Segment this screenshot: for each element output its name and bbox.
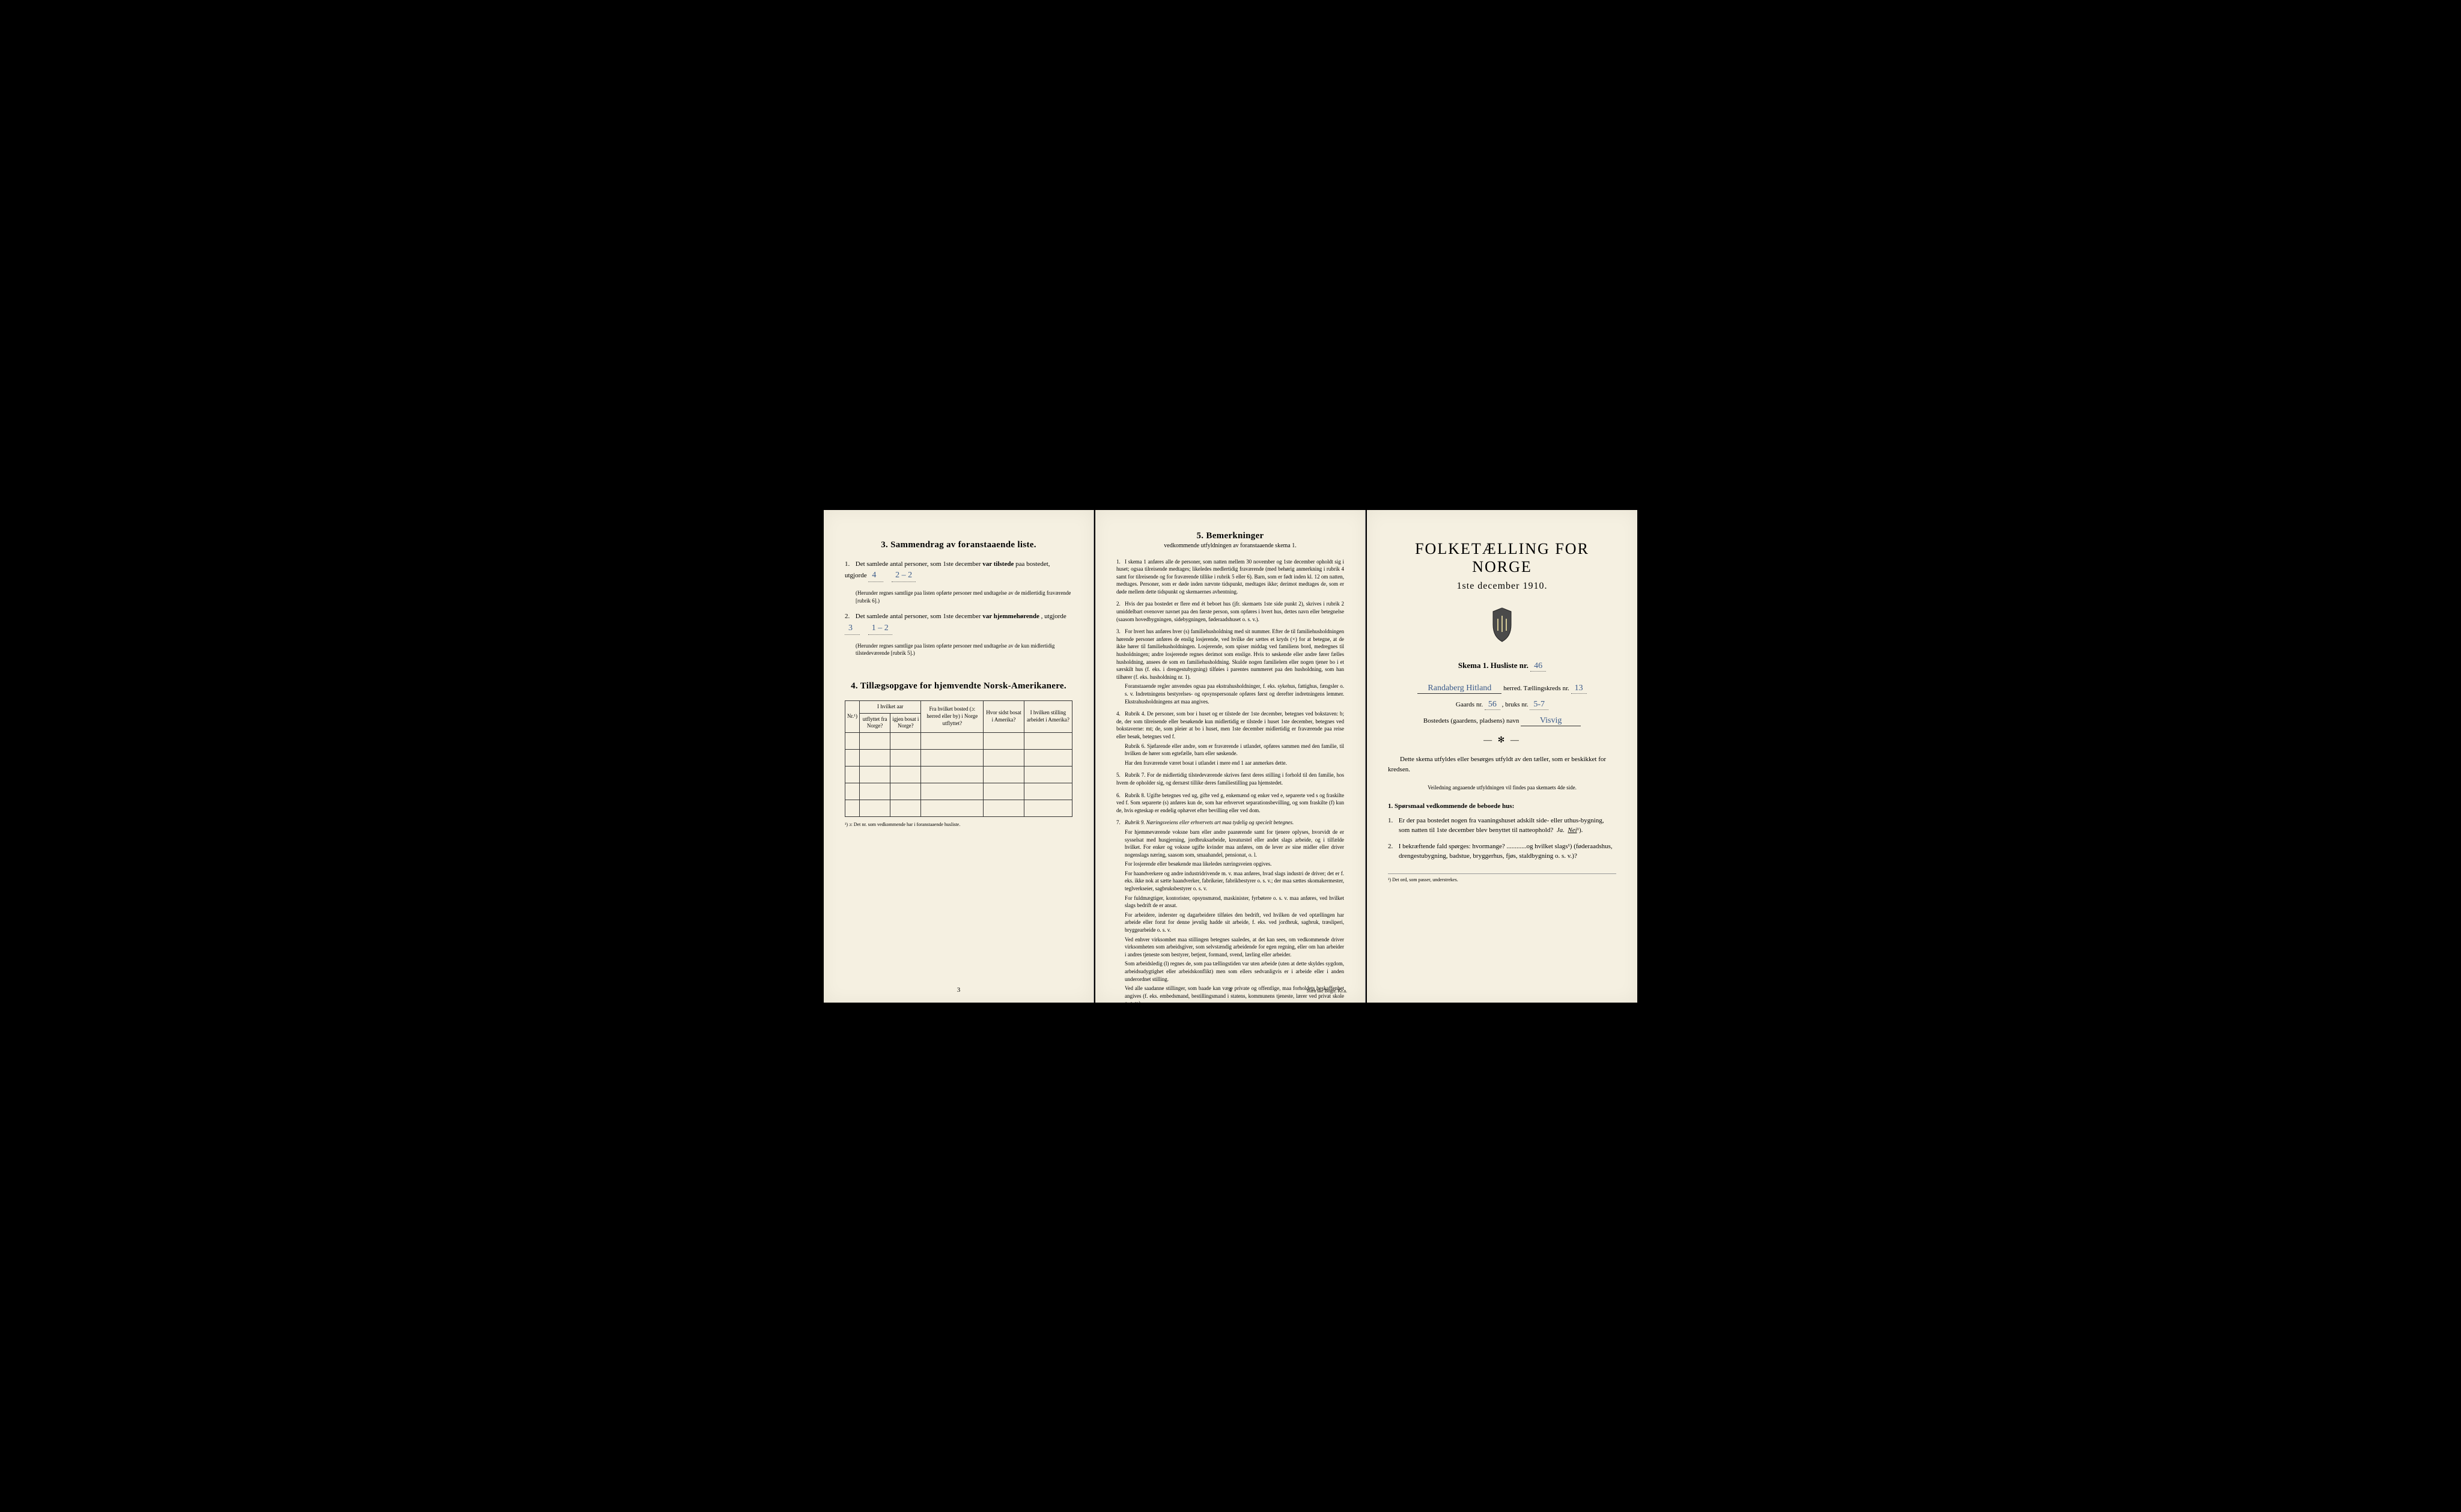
rule-2: 2.Hvis der paa bostedet er flere end ét …: [1116, 600, 1344, 623]
herred-line: Randaberg Hitland herred. Tællingskreds …: [1388, 684, 1616, 694]
col-nr: Nr.¹): [845, 700, 860, 732]
value-tilstede: 4: [868, 569, 883, 582]
bruks-nr: 5-7: [1530, 700, 1548, 710]
page-number: 3: [957, 986, 961, 994]
herred-value: Randaberg Hitland: [1417, 684, 1501, 694]
item-2-note: (Herunder regnes samtlige paa listen opf…: [856, 642, 1072, 657]
rule-8: 8.Rubrik 14. Sinker og lignende aandsslø…: [1116, 1046, 1344, 1063]
table-row: [845, 766, 1072, 783]
kreds-nr: 13: [1571, 684, 1587, 694]
rule-5: 5.Rubrik 7. For de midlertidig tilstedev…: [1116, 771, 1344, 786]
value-hjemme-2: 1 – 2: [868, 622, 892, 635]
husliste-nr: 46: [1530, 661, 1546, 672]
col-igjen: igjen bosat i Norge?: [890, 713, 921, 732]
gaards-line: Gaards nr. 56 , bruks nr. 5-7: [1388, 700, 1616, 710]
crest-icon: [1487, 607, 1517, 643]
value-hjemme: 3: [845, 622, 860, 635]
page-number: 4: [1229, 986, 1232, 994]
rule-3: 3.For hvert hus anføres hver (s) familie…: [1116, 628, 1344, 705]
rule-7: 7.Rubrik 9. Næringsveiens eller erhverve…: [1116, 819, 1344, 1041]
page-1-title: FOLKETÆLLING FOR NORGE 1ste december 191…: [1367, 510, 1637, 1003]
printer-mark: Stæn'ske Bogtr. Kr.a.: [1307, 988, 1347, 994]
summary-item-1: 1. Det samlede antal personer, som 1ste …: [845, 559, 1072, 583]
ornament: ― ✻ ―: [1388, 735, 1616, 745]
table-row: [845, 749, 1072, 766]
table-row: [845, 783, 1072, 800]
bosted-value: Visvig: [1521, 716, 1581, 726]
table-footnote: ¹) ɔ: Det nr. som vedkommende har i fora…: [845, 822, 1072, 827]
table-row: [845, 800, 1072, 816]
census-title: FOLKETÆLLING FOR NORGE: [1388, 540, 1616, 576]
question-2: 2. I bekræftende fald spørges: hvormange…: [1399, 842, 1616, 861]
questions-heading: 1. Spørsmaal vedkommende de beboede hus:: [1388, 803, 1616, 810]
col-utflyttet: utflyttet fra Norge?: [859, 713, 890, 732]
question-1: 1. Er der paa bostedet nogen fra vaaning…: [1399, 816, 1616, 836]
questions-section: 1. Spørsmaal vedkommende de beboede hus:…: [1388, 803, 1616, 861]
coat-of-arms: [1388, 607, 1616, 646]
col-bosted: Fra hvilket bosted (ɔ: herred eller by) …: [921, 700, 984, 732]
rule-4: 4.Rubrik 4. De personer, som bor i huset…: [1116, 710, 1344, 767]
col-sidst: Hvor sidst bosat i Amerika?: [984, 700, 1024, 732]
census-date: 1ste december 1910.: [1388, 581, 1616, 592]
instruction-main: Dette skema utfyldes eller besørges utfy…: [1388, 754, 1616, 776]
skema-line: Skema 1. Husliste nr. 46: [1388, 661, 1616, 672]
answer-nei: Nei: [1568, 827, 1577, 834]
section-4-title: 4. Tillægsopgave for hjemvendte Norsk-Am…: [845, 681, 1072, 691]
instruction-small: Veiledning angaaende utfyldningen vil fi…: [1388, 785, 1616, 791]
page-4: 5. Bemerkninger vedkommende utfyldningen…: [1095, 510, 1366, 1003]
table-row: [845, 732, 1072, 749]
summary-item-2: 2. Det samlede antal personer, som 1ste …: [845, 612, 1072, 635]
document-spread: 3. Sammendrag av foranstaaende liste. 1.…: [824, 510, 1637, 1003]
col-stilling: I hvilken stilling arbeidet i Amerika?: [1024, 700, 1072, 732]
section-3-title: 3. Sammendrag av foranstaaende liste.: [845, 540, 1072, 550]
col-aar: I hvilket aar: [859, 700, 921, 713]
footnote: ¹) Det ord, som passer, understrekes.: [1388, 873, 1616, 882]
section-5-subtitle: vedkommende utfyldningen av foranstaaend…: [1116, 542, 1344, 549]
value-tilstede-2: 2 – 2: [892, 569, 916, 582]
item-number: 1.: [845, 559, 854, 569]
page-3: 3. Sammendrag av foranstaaende liste. 1.…: [824, 510, 1094, 1003]
table-body: [845, 732, 1072, 816]
gaards-nr: 56: [1485, 700, 1500, 710]
section-5-title: 5. Bemerkninger: [1116, 531, 1344, 541]
bosted-line: Bostedets (gaardens, pladsens) navn Visv…: [1388, 716, 1616, 726]
rule-6: 6.Rubrik 8. Ugifte betegnes ved ug, gift…: [1116, 792, 1344, 815]
emigrant-table: Nr.¹) I hvilket aar Fra hvilket bosted (…: [845, 700, 1072, 817]
item-1-note: (Herunder regnes samtlige paa listen opf…: [856, 589, 1072, 604]
item-number: 2.: [845, 612, 854, 622]
rule-1: 1.I skema 1 anføres alle de personer, so…: [1116, 558, 1344, 596]
